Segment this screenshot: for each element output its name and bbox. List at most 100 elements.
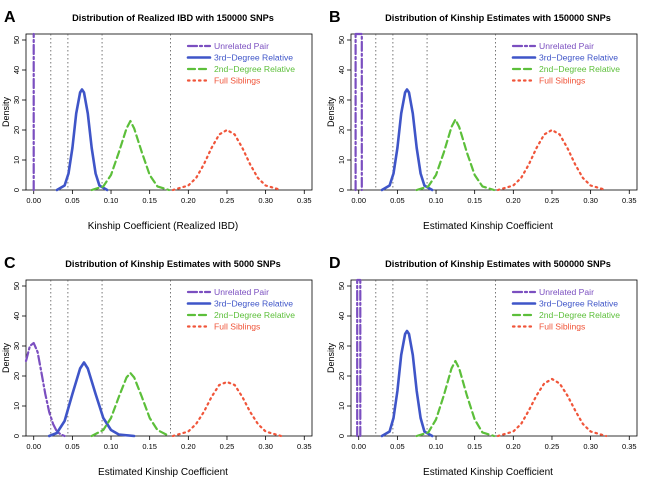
x-tick-label: 0.35 (297, 442, 312, 451)
y-tick-label: 20 (337, 372, 346, 380)
x-tick-label: 0.00 (26, 196, 41, 205)
x-tick-label: 0.30 (258, 196, 273, 205)
x-tick-label: 0.05 (390, 442, 405, 451)
x-tick-label: 0.10 (104, 442, 119, 451)
series-line-3 (415, 118, 496, 192)
series-line-2 (55, 88, 109, 192)
y-tick-label: 0 (12, 434, 21, 438)
chart-title: Distribution of Kinship Estimates with 1… (385, 13, 611, 23)
x-tick-label: 0.35 (297, 196, 312, 205)
legend-label: Unrelated Pair (214, 41, 269, 51)
x-tick-label: 0.00 (351, 196, 366, 205)
y-axis-label: Density (1, 96, 11, 127)
y-tick-label: 20 (12, 372, 21, 380)
y-tick-label: 20 (12, 126, 21, 134)
series-line-3 (415, 359, 496, 438)
y-tick-label: 30 (337, 96, 346, 104)
panel-d: D Distribution of Kinship Estimates with… (326, 255, 638, 478)
y-tick-label: 30 (12, 342, 21, 350)
x-tick-label: 0.10 (429, 442, 444, 451)
panel-letter: A (4, 9, 16, 26)
legend-label: 2nd−Degree Relative (539, 310, 620, 320)
y-tick-label: 40 (12, 66, 21, 74)
legend-label: 3rd−Degree Relative (539, 53, 618, 63)
y-tick-label: 30 (337, 342, 346, 350)
x-tick-label: 0.35 (622, 442, 637, 451)
series-line-4 (496, 377, 608, 438)
x-tick-label: 0.10 (429, 196, 444, 205)
x-tick-label: 0.30 (583, 196, 598, 205)
x-axis-label: Kinship Coefficient (Realized IBD) (88, 221, 238, 232)
y-tick-label: 50 (337, 36, 346, 44)
y-tick-label: 10 (12, 402, 21, 410)
x-tick-label: 0.10 (104, 196, 119, 205)
x-tick-label: 0.15 (467, 442, 482, 451)
x-tick-label: 0.20 (181, 196, 196, 205)
series-line-2 (380, 329, 434, 438)
panel-letter: B (329, 9, 341, 26)
y-tick-label: 0 (12, 188, 21, 192)
x-tick-label: 0.20 (506, 442, 521, 451)
panel-letter: D (329, 255, 341, 272)
x-axis-label: Estimated Kinship Coefficient (423, 467, 553, 478)
legend-label: 3rd−Degree Relative (214, 299, 293, 309)
x-tick-label: 0.20 (506, 196, 521, 205)
series-line-3 (90, 119, 171, 192)
y-tick-label: 0 (337, 434, 346, 438)
legend-label: 3rd−Degree Relative (214, 53, 293, 63)
x-tick-label: 0.00 (351, 442, 366, 451)
x-tick-label: 0.25 (220, 442, 235, 451)
x-tick-label: 0.25 (545, 196, 560, 205)
legend-label: 2nd−Degree Relative (214, 310, 295, 320)
legend-label: Full Siblings (539, 322, 585, 332)
legend-label: 2nd−Degree Relative (214, 64, 295, 74)
x-tick-label: 0.00 (26, 442, 41, 451)
series-line-2 (47, 361, 136, 438)
series-line-1 (24, 341, 66, 438)
x-tick-label: 0.05 (390, 196, 405, 205)
x-axis-label: Estimated Kinship Coefficient (98, 467, 228, 478)
plot-area: 0 10 20 30 40 50 0.00 0.05 0.10 0.15 0.20 0.25 0.30 0… (337, 32, 638, 205)
x-tick-label: 0.35 (622, 196, 637, 205)
series-line-1 (354, 32, 363, 192)
series-line-4 (171, 128, 283, 192)
chart-title: Distribution of Realized IBD with 150000… (72, 13, 274, 23)
series-line-2 (380, 88, 434, 192)
y-tick-label: 40 (337, 312, 346, 320)
legend-label: 2nd−Degree Relative (539, 64, 620, 74)
series-line-3 (90, 371, 171, 438)
x-tick-label: 0.30 (258, 442, 273, 451)
panel-c: C Distribution of Kinship Estimates with… (1, 255, 313, 478)
legend-label: Full Siblings (539, 76, 585, 86)
legend-label: Unrelated Pair (539, 287, 594, 297)
series-line-4 (496, 128, 608, 192)
plot-area: 0 10 20 30 40 50 0.00 0.05 0.10 0.15 0.20 0.25 0.30 0… (12, 32, 313, 205)
y-tick-label: 0 (337, 188, 346, 192)
legend-label: 3rd−Degree Relative (539, 299, 618, 309)
x-axis-label: Estimated Kinship Coefficient (423, 221, 553, 232)
plot-area: 0 10 20 30 40 50 0.00 0.05 0.10 0.15 0.20 0.25 0.30 0… (337, 278, 638, 451)
x-tick-label: 0.25 (545, 442, 560, 451)
y-tick-label: 50 (12, 282, 21, 290)
y-tick-label: 30 (12, 96, 21, 104)
x-tick-label: 0.20 (181, 442, 196, 451)
legend-label: Unrelated Pair (539, 41, 594, 51)
y-tick-label: 10 (12, 156, 21, 164)
series-line-1 (356, 278, 362, 438)
x-tick-label: 0.25 (220, 196, 235, 205)
x-tick-label: 0.15 (142, 442, 157, 451)
chart-title: Distribution of Kinship Estimates with 5… (65, 259, 280, 269)
panel-letter: C (4, 255, 16, 272)
y-tick-label: 20 (337, 126, 346, 134)
panel-b: B Distribution of Kinship Estimates with… (326, 9, 638, 232)
legend-label: Unrelated Pair (214, 287, 269, 297)
y-tick-label: 10 (337, 402, 346, 410)
series-line-4 (171, 380, 283, 438)
y-axis-label: Density (326, 96, 336, 127)
chart-title: Distribution of Kinship Estimates with 5… (385, 259, 611, 269)
x-tick-label: 0.15 (467, 196, 482, 205)
x-tick-label: 0.05 (65, 196, 80, 205)
legend-label: Full Siblings (214, 76, 260, 86)
y-axis-label: Density (1, 342, 11, 373)
